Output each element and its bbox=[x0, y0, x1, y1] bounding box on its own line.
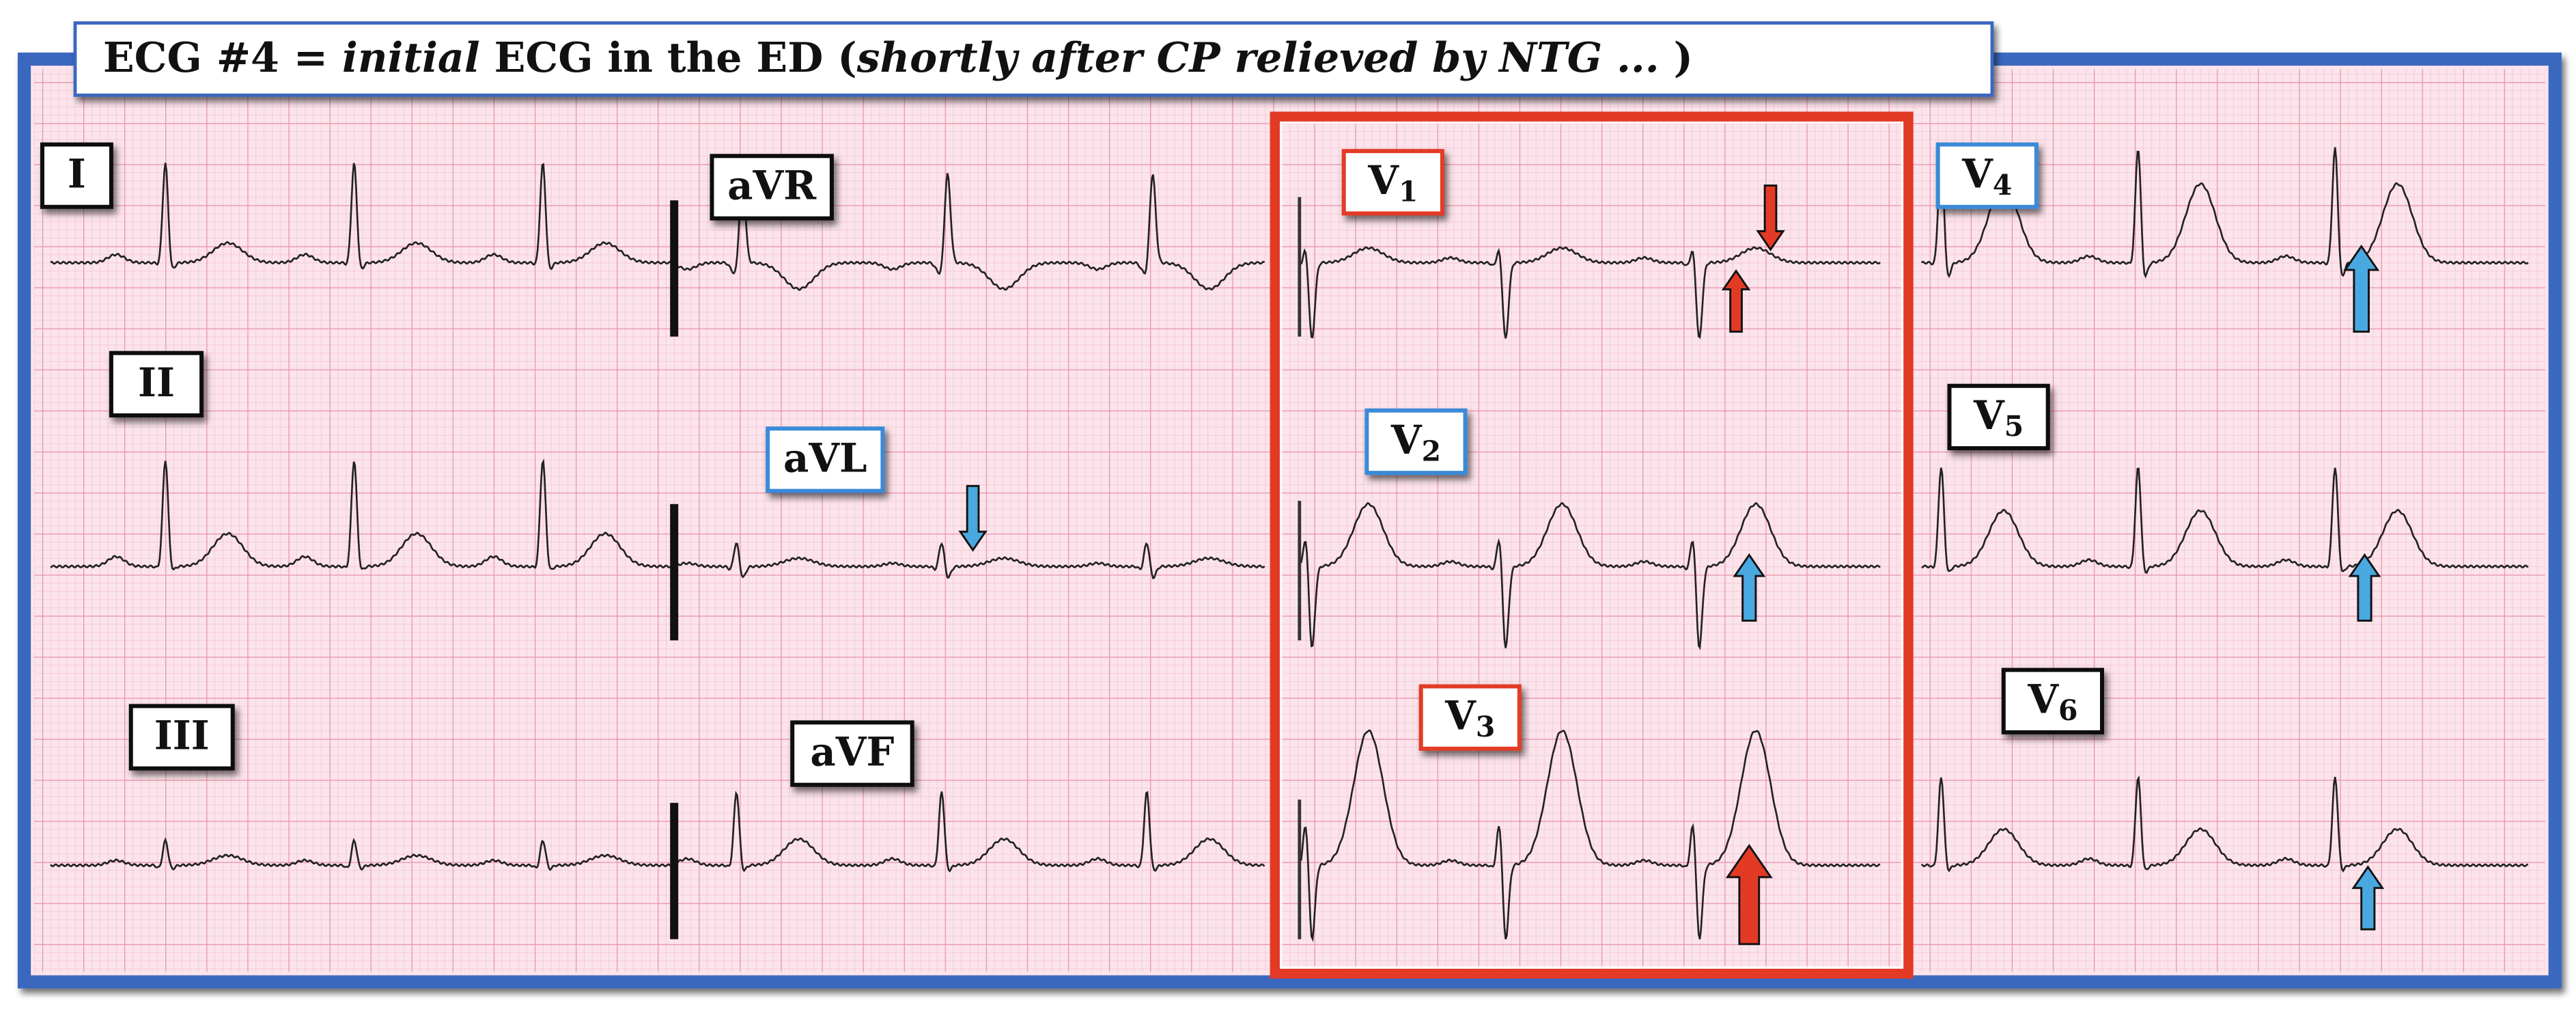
arrow bbox=[1721, 269, 1751, 333]
lead-label-box bbox=[766, 426, 885, 493]
arrow bbox=[2348, 553, 2381, 622]
ecg-trace bbox=[1920, 147, 2529, 279]
title-part: initial bbox=[342, 33, 480, 81]
lead-label-box bbox=[40, 142, 113, 209]
lead-label-box bbox=[710, 154, 834, 221]
traces bbox=[50, 147, 2529, 942]
ecg-trace bbox=[1300, 246, 1881, 340]
title-box bbox=[73, 21, 1994, 97]
lead-label-box bbox=[1418, 684, 1522, 751]
lead-name: aVR bbox=[727, 162, 817, 208]
lead-label: V4 bbox=[1961, 151, 2012, 202]
lead-label-box bbox=[1935, 142, 2039, 209]
lead-name: V bbox=[1973, 392, 2005, 439]
ecg-trace bbox=[50, 837, 672, 871]
lead-name: V bbox=[1367, 157, 1399, 204]
title: ECG #4 = initial ECG in the ED (shortly … bbox=[103, 33, 1693, 81]
lead-label-box bbox=[109, 350, 204, 418]
arrow bbox=[1733, 553, 1766, 622]
ecg-trace bbox=[50, 458, 672, 571]
highlight-box bbox=[1270, 111, 1914, 979]
lead-label: aVL bbox=[783, 435, 867, 481]
lead-subscript: 5 bbox=[2004, 410, 2024, 443]
title-part: ECG in the ED ( bbox=[480, 33, 857, 81]
lead-label: aVR bbox=[727, 162, 817, 208]
lead-label: III bbox=[154, 712, 210, 758]
lead-subscript: 6 bbox=[2058, 693, 2077, 726]
lead-name: V bbox=[1444, 693, 1476, 739]
ecg-trace bbox=[50, 163, 671, 271]
lead-label-box bbox=[790, 720, 914, 787]
ecg-trace bbox=[1300, 501, 1881, 650]
lead-label-box bbox=[1341, 149, 1444, 216]
lead-label-box bbox=[1364, 408, 1468, 476]
ecg-trace bbox=[677, 542, 1265, 579]
ecg-trace bbox=[1921, 467, 2529, 574]
arrows bbox=[958, 184, 2385, 946]
lead-label: II bbox=[138, 359, 175, 406]
lead-name: III bbox=[154, 712, 210, 758]
title-part: shortly after CP relieved by NTG ... bbox=[856, 33, 1660, 81]
lead-label: V6 bbox=[2027, 676, 2077, 727]
lead-subscript: 1 bbox=[1399, 175, 1418, 208]
lead-name: aVL bbox=[783, 435, 867, 481]
lead-label: aVF bbox=[810, 728, 894, 775]
arrow bbox=[1756, 184, 1785, 251]
lead-name: V bbox=[1961, 151, 1993, 197]
ecg-trace bbox=[1300, 729, 1881, 942]
ecg-trace bbox=[677, 173, 1265, 291]
grid bbox=[33, 68, 2545, 972]
lead-label: V1 bbox=[1367, 157, 1418, 208]
arrow bbox=[1725, 844, 1773, 946]
lead-label: V2 bbox=[1390, 417, 1441, 467]
lead-label-box bbox=[1947, 383, 2050, 451]
lead-name: V bbox=[2027, 676, 2059, 723]
ecg-trace bbox=[1920, 775, 2529, 873]
lead-subscript: 4 bbox=[1993, 168, 2012, 201]
lead-label-box bbox=[2001, 668, 2105, 734]
lead-name: II bbox=[138, 359, 175, 406]
lead-subscript: 2 bbox=[1422, 435, 1441, 467]
arrow bbox=[2351, 865, 2385, 931]
lead-label: I bbox=[68, 151, 86, 197]
arrow bbox=[958, 484, 988, 552]
arrow bbox=[2343, 244, 2380, 333]
ecg-trace bbox=[676, 790, 1265, 873]
title-part: ) bbox=[1660, 33, 1693, 81]
lead-name: aVF bbox=[810, 728, 894, 775]
lead-subscript: 3 bbox=[1476, 711, 1495, 743]
lead-name: V bbox=[1390, 417, 1423, 463]
title-part: ECG #4 = bbox=[103, 33, 342, 81]
lead-label: V5 bbox=[1973, 392, 2024, 443]
lead-name: I bbox=[68, 151, 86, 197]
lead-label: V3 bbox=[1444, 693, 1495, 743]
lead-label-box bbox=[128, 704, 235, 771]
